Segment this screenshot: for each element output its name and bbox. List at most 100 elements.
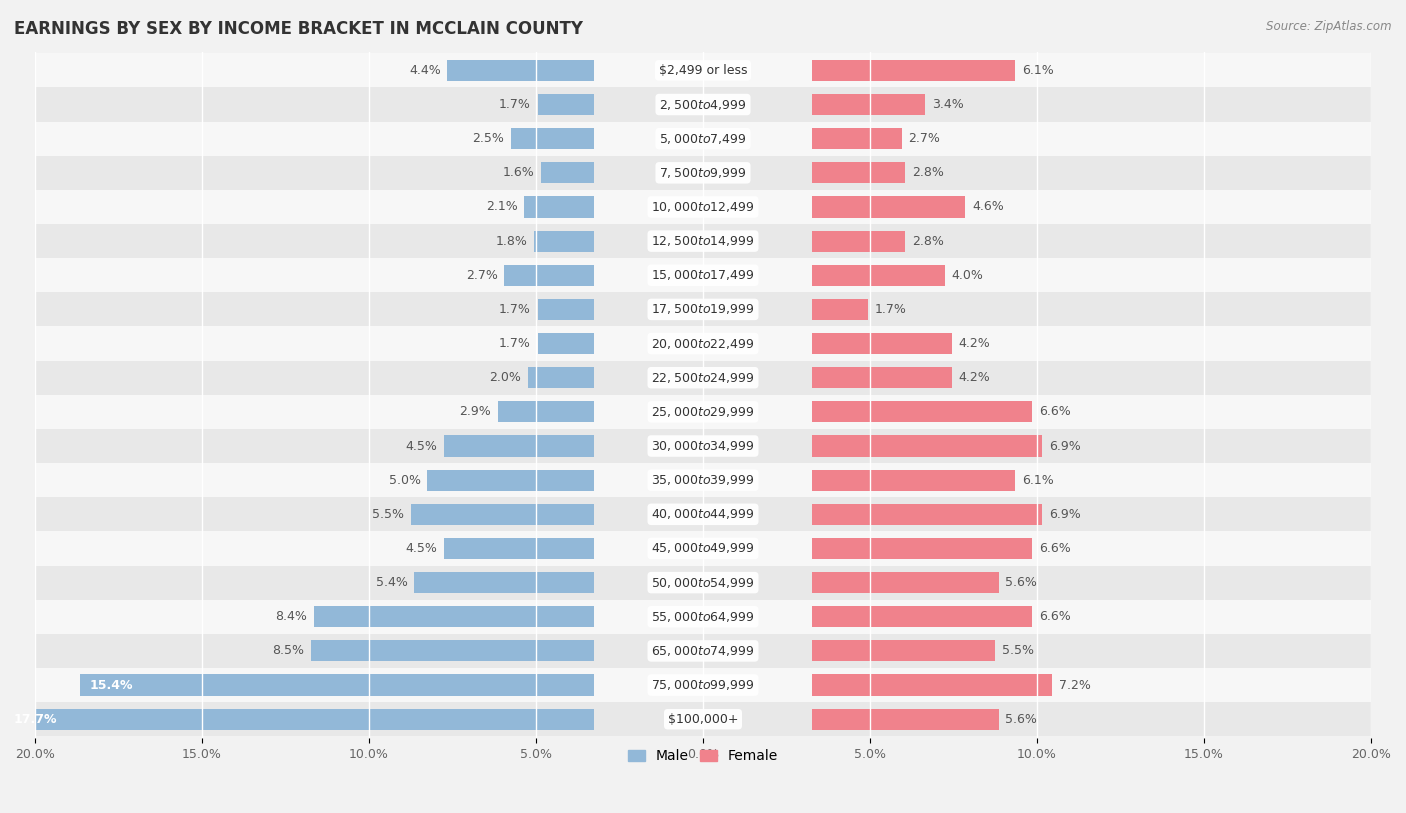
Bar <box>444 538 595 559</box>
Bar <box>411 504 595 525</box>
Legend: Male, Female: Male, Female <box>623 744 783 769</box>
Text: 6.6%: 6.6% <box>1039 542 1070 555</box>
Text: 4.0%: 4.0% <box>952 269 984 282</box>
Text: 17.7%: 17.7% <box>13 713 56 726</box>
Text: 1.7%: 1.7% <box>499 98 531 111</box>
Text: $17,500 to $19,999: $17,500 to $19,999 <box>651 302 755 316</box>
Bar <box>447 60 595 81</box>
Bar <box>811 367 952 389</box>
Bar <box>811 606 1032 628</box>
Bar <box>35 634 1371 668</box>
Text: EARNINGS BY SEX BY INCOME BRACKET IN MCCLAIN COUNTY: EARNINGS BY SEX BY INCOME BRACKET IN MCC… <box>14 20 583 38</box>
Text: $35,000 to $39,999: $35,000 to $39,999 <box>651 473 755 487</box>
Bar <box>35 122 1371 156</box>
Text: 6.1%: 6.1% <box>1022 474 1053 487</box>
Bar <box>811 197 965 218</box>
Text: $15,000 to $17,499: $15,000 to $17,499 <box>651 268 755 282</box>
Bar <box>811 333 952 354</box>
Bar <box>35 429 1371 463</box>
Bar <box>524 197 595 218</box>
Text: 2.7%: 2.7% <box>908 133 941 146</box>
Text: 6.6%: 6.6% <box>1039 406 1070 419</box>
Bar <box>811 299 869 320</box>
Text: 4.2%: 4.2% <box>959 372 990 385</box>
Text: 2.8%: 2.8% <box>911 167 943 180</box>
Bar <box>35 259 1371 293</box>
Text: 4.2%: 4.2% <box>959 337 990 350</box>
Text: $65,000 to $74,999: $65,000 to $74,999 <box>651 644 755 658</box>
Bar <box>505 265 595 286</box>
Text: 5.5%: 5.5% <box>373 508 404 521</box>
Bar <box>311 641 595 662</box>
Bar <box>35 88 1371 122</box>
Bar <box>811 572 998 593</box>
Text: 1.8%: 1.8% <box>496 235 527 248</box>
Text: 2.0%: 2.0% <box>489 372 522 385</box>
Text: 5.0%: 5.0% <box>388 474 420 487</box>
Text: $7,500 to $9,999: $7,500 to $9,999 <box>659 166 747 180</box>
Bar <box>811 231 905 252</box>
Bar <box>35 463 1371 498</box>
Bar <box>537 299 595 320</box>
Bar <box>35 293 1371 327</box>
Bar <box>811 470 1015 491</box>
Text: 1.7%: 1.7% <box>499 337 531 350</box>
Bar <box>534 231 595 252</box>
Bar <box>811 94 925 115</box>
Bar <box>35 156 1371 190</box>
Bar <box>35 498 1371 532</box>
Text: 6.1%: 6.1% <box>1022 64 1053 77</box>
Bar <box>811 402 1032 423</box>
Text: $22,500 to $24,999: $22,500 to $24,999 <box>651 371 755 385</box>
Text: $5,000 to $7,499: $5,000 to $7,499 <box>659 132 747 146</box>
Bar <box>35 395 1371 429</box>
Bar <box>35 224 1371 259</box>
Text: 2.8%: 2.8% <box>911 235 943 248</box>
Bar <box>537 333 595 354</box>
Bar <box>811 128 901 150</box>
Bar <box>413 572 595 593</box>
Bar <box>811 538 1032 559</box>
Bar <box>537 94 595 115</box>
Bar <box>811 60 1015 81</box>
Text: 4.5%: 4.5% <box>405 542 437 555</box>
Text: 8.5%: 8.5% <box>271 645 304 658</box>
Text: $75,000 to $99,999: $75,000 to $99,999 <box>651 678 755 692</box>
Text: $40,000 to $44,999: $40,000 to $44,999 <box>651 507 755 521</box>
Text: 1.7%: 1.7% <box>875 303 907 316</box>
Bar <box>811 675 1052 696</box>
Text: 5.6%: 5.6% <box>1005 576 1038 589</box>
Text: 5.4%: 5.4% <box>375 576 408 589</box>
Bar <box>35 600 1371 634</box>
Bar <box>811 436 1042 457</box>
Bar <box>35 702 1371 737</box>
Text: 15.4%: 15.4% <box>90 679 134 692</box>
Text: 4.6%: 4.6% <box>972 201 1004 214</box>
Text: 5.5%: 5.5% <box>1002 645 1033 658</box>
Text: 2.1%: 2.1% <box>486 201 517 214</box>
Bar <box>541 163 595 184</box>
Text: 6.9%: 6.9% <box>1049 508 1080 521</box>
Bar <box>35 668 1371 702</box>
Text: $10,000 to $12,499: $10,000 to $12,499 <box>651 200 755 214</box>
Text: $55,000 to $64,999: $55,000 to $64,999 <box>651 610 755 624</box>
Text: 6.9%: 6.9% <box>1049 440 1080 453</box>
Bar <box>35 327 1371 361</box>
Text: 2.9%: 2.9% <box>460 406 491 419</box>
Bar <box>35 54 1371 88</box>
Bar <box>35 361 1371 395</box>
Text: Source: ZipAtlas.com: Source: ZipAtlas.com <box>1267 20 1392 33</box>
Bar <box>811 709 998 730</box>
Bar <box>35 532 1371 566</box>
Bar <box>811 163 905 184</box>
Text: 8.4%: 8.4% <box>276 611 307 624</box>
Bar <box>811 641 995 662</box>
Bar <box>3 709 595 730</box>
Bar <box>527 367 595 389</box>
Bar <box>80 675 595 696</box>
Text: 4.5%: 4.5% <box>405 440 437 453</box>
Text: $2,499 or less: $2,499 or less <box>659 64 747 77</box>
Bar <box>510 128 595 150</box>
Text: 4.4%: 4.4% <box>409 64 441 77</box>
Bar <box>314 606 595 628</box>
